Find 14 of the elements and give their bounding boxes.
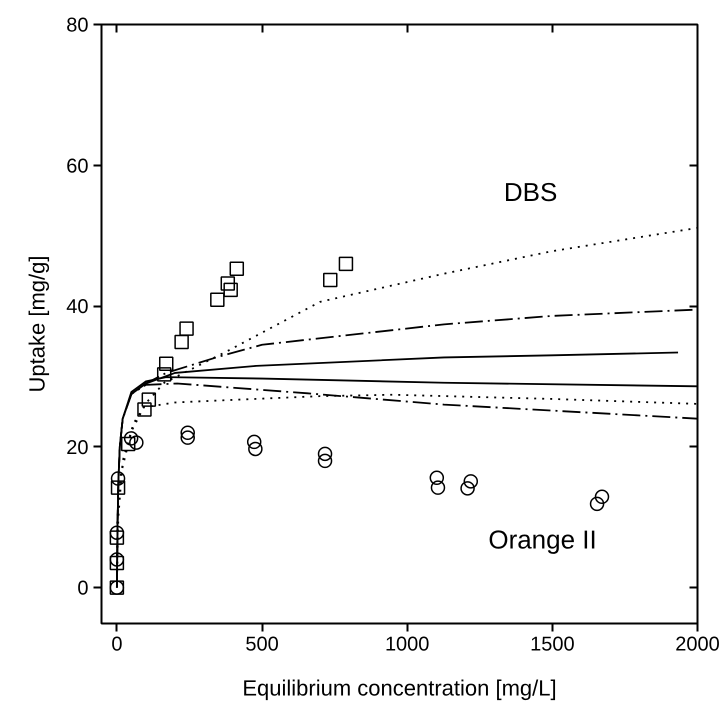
x-tick-label: 500 [245, 634, 279, 656]
annotation: DBS [504, 177, 558, 208]
y-tick-label: 80 [66, 14, 89, 36]
annotation: Orange II [488, 524, 597, 555]
y-tick-label: 40 [66, 296, 89, 318]
x-tick-label: 1500 [530, 634, 575, 656]
y-tick-label: 60 [66, 155, 89, 178]
x-tick-label: 2000 [675, 634, 720, 656]
y-tick-label: 0 [77, 578, 88, 600]
y-axis-title: Uptake [mg/g] [24, 256, 50, 392]
x-axis-title: Equilibrium concentration [mg/L] [242, 676, 557, 700]
x-tick-label: 1000 [384, 634, 430, 656]
y-tick-label: 20 [66, 436, 89, 459]
x-tick-label: 0 [111, 634, 122, 656]
